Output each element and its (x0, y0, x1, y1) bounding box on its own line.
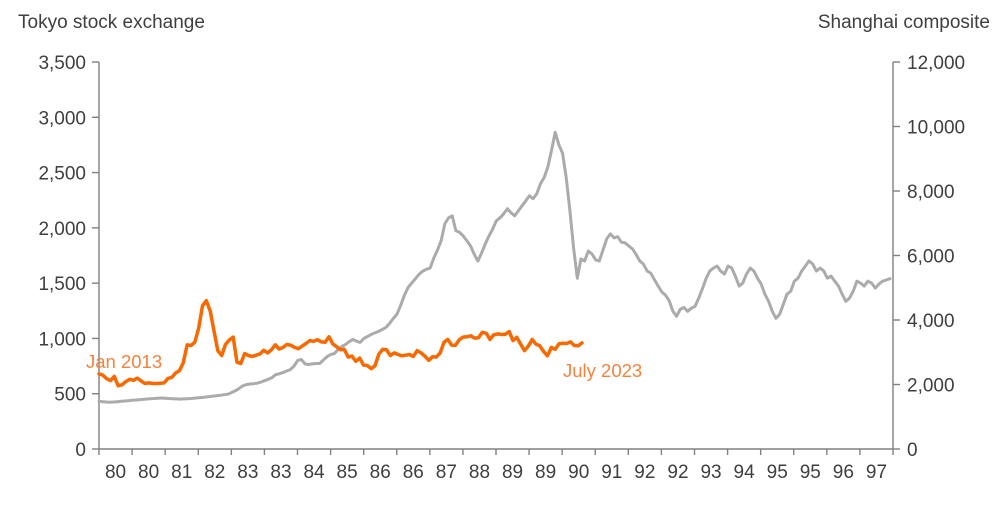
x-tick-label: 91 (601, 462, 622, 483)
shanghai-series-line (97, 298, 584, 388)
right-tick-label: 10,000 (907, 118, 965, 139)
left-tick-label: 3,000 (38, 108, 86, 129)
x-tick-label: 93 (700, 462, 721, 483)
x-tick-label: 90 (568, 462, 589, 483)
annotations-group: Jan 2013 July 2023 (86, 351, 642, 381)
x-tick-label: 86 (403, 462, 424, 483)
left-tick-label: 2,000 (38, 219, 86, 240)
right-tick-label: 4,000 (907, 311, 955, 332)
tick-labels-group: 0 500 1,000 1,500 2,000 2,500 3,000 3,500 0 2,000… (38, 53, 965, 483)
x-tick-label: 83 (270, 462, 291, 483)
x-tick-label: 95 (767, 462, 788, 483)
axes-group (98, 62, 894, 450)
tokyo-series-line (97, 130, 892, 404)
x-tick-label: 92 (667, 462, 688, 483)
x-tick-label: 86 (370, 462, 391, 483)
left-tick-label: 500 (54, 385, 86, 406)
x-tick-label: 95 (800, 462, 821, 483)
x-tick-label: 97 (866, 462, 887, 483)
right-tick-label: 6,000 (907, 247, 955, 268)
x-tick-label: 87 (436, 462, 457, 483)
left-tick-label: 2,500 (38, 164, 86, 185)
left-tick-label: 1,500 (38, 274, 86, 295)
x-tick-label: 92 (634, 462, 655, 483)
x-tick-label: 89 (502, 462, 523, 483)
jan-2013-annotation: Jan 2013 (86, 351, 162, 372)
x-tick-label: 80 (105, 462, 126, 483)
right-axis-title: Shanghai composite (817, 12, 990, 33)
x-tick-label: 81 (171, 462, 192, 483)
x-tick-label: 83 (237, 462, 258, 483)
left-axis-title: Tokyo stock exchange (18, 12, 205, 33)
left-tick-label: 3,500 (38, 53, 86, 74)
x-tick-label: 88 (469, 462, 490, 483)
right-tick-label: 12,000 (907, 53, 965, 74)
july-2023-annotation: July 2023 (563, 360, 642, 381)
x-tick-label: 80 (138, 462, 159, 483)
x-tick-label: 84 (303, 462, 325, 483)
series-lines-group (97, 130, 892, 404)
x-tick-label: 96 (833, 462, 854, 483)
x-tick-label: 82 (204, 462, 225, 483)
x-tick-label: 85 (337, 462, 358, 483)
left-tick-label: 1,000 (38, 329, 86, 350)
right-tick-label: 2,000 (907, 376, 955, 397)
x-tick-label: 89 (535, 462, 556, 483)
right-tick-label: 8,000 (907, 182, 955, 203)
left-tick-label: 0 (75, 440, 86, 461)
x-tick-label: 94 (734, 462, 756, 483)
tick-marks-group (92, 61, 900, 455)
right-tick-label: 0 (907, 440, 918, 461)
